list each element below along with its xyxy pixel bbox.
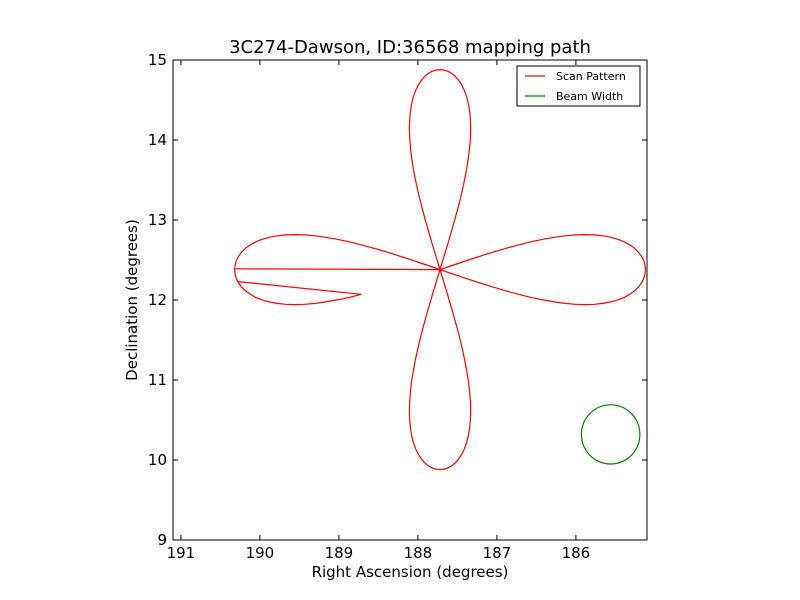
y-tick-label: 11 bbox=[148, 371, 167, 389]
tick-layer bbox=[173, 59, 647, 541]
plot-area bbox=[172, 59, 648, 541]
y-tick-label: 14 bbox=[148, 131, 167, 149]
y-tick-label: 9 bbox=[157, 531, 167, 549]
chart-title: 3C274-Dawson, ID:36568 mapping path bbox=[229, 37, 591, 58]
x-tick-label: 188 bbox=[404, 544, 433, 562]
x-axis-label: Right Ascension (degrees) bbox=[312, 563, 509, 581]
beam-width-circle bbox=[580, 404, 641, 465]
legend: Scan Pattern Beam Width bbox=[516, 65, 641, 107]
legend-label-scan-pattern: Scan Pattern bbox=[556, 70, 626, 83]
x-tick-label: 187 bbox=[483, 544, 512, 562]
y-tick-label: 15 bbox=[148, 51, 167, 69]
tick-label-layer: 191 190 189 188 187 186 9 10 11 12 13 14 15 bbox=[148, 51, 590, 562]
legend-label-beam-width: Beam Width bbox=[556, 90, 623, 103]
x-tick-label: 186 bbox=[562, 544, 591, 562]
y-tick-label: 13 bbox=[148, 211, 167, 229]
y-tick-label: 12 bbox=[148, 291, 167, 309]
y-tick-label: 10 bbox=[148, 451, 167, 469]
legend-box bbox=[516, 65, 641, 107]
series-layer bbox=[233, 68, 647, 471]
x-tick-label: 189 bbox=[325, 544, 354, 562]
scan-pattern-line bbox=[233, 68, 647, 471]
y-axis-label: Declination (degrees) bbox=[123, 219, 141, 381]
x-tick-label: 191 bbox=[167, 544, 196, 562]
x-tick-label: 190 bbox=[246, 544, 275, 562]
